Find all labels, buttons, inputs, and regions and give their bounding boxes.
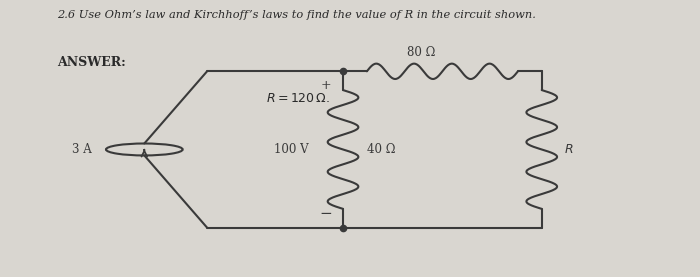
Text: 100 V: 100 V (274, 143, 308, 156)
Text: ANSWER:: ANSWER: (57, 56, 126, 69)
Text: −: − (319, 207, 332, 221)
Text: 40 Ω: 40 Ω (368, 143, 396, 156)
Text: $R = 120\,\Omega.$: $R = 120\,\Omega.$ (266, 92, 330, 105)
Text: 3 A: 3 A (72, 143, 92, 156)
Text: $R$: $R$ (564, 143, 573, 156)
Text: 80 Ω: 80 Ω (407, 46, 435, 59)
Text: 2.6 Use Ohm’s law and Kirchhoff’s laws to find the value of R in the circuit sho: 2.6 Use Ohm’s law and Kirchhoff’s laws t… (57, 10, 536, 20)
Text: +: + (321, 78, 331, 91)
